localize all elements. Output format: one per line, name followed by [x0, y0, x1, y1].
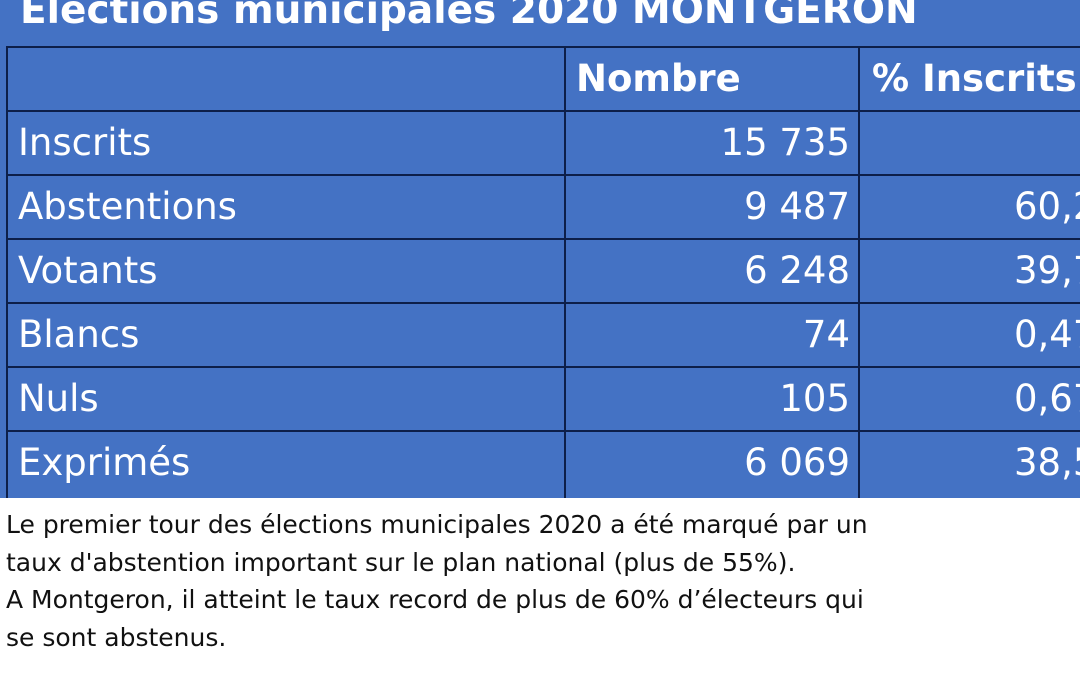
header-label-cell	[6, 48, 566, 110]
table-row: Inscrits 15 735	[6, 112, 1080, 176]
row-label: Inscrits	[6, 112, 566, 174]
caption-line: se sont abstenus.	[6, 622, 227, 652]
table-header-row: Nombre % Inscrits	[6, 48, 1080, 112]
row-pct: 0,47	[1014, 313, 1080, 356]
row-nombre: 105	[566, 368, 860, 430]
table-row: Exprimés 6 069 38,57	[6, 432, 1080, 498]
table-row: Blancs 74 0,47	[6, 304, 1080, 368]
row-pct: 0,67	[1014, 377, 1080, 420]
row-nombre: 6 069	[566, 432, 860, 498]
table-row: Abstentions 9 487 60,29	[6, 176, 1080, 240]
header-pct-inscrits: % Inscrits	[872, 57, 1077, 100]
row-label: Exprimés	[6, 432, 566, 498]
row-label: Blancs	[6, 304, 566, 366]
row-nombre: 6 248	[566, 240, 860, 302]
row-pct	[860, 112, 1080, 174]
row-nombre: 15 735	[566, 112, 860, 174]
table-row: Votants 6 248 39,71	[6, 240, 1080, 304]
row-label: Abstentions	[6, 176, 566, 238]
row-label: Nuls	[6, 368, 566, 430]
table-row: Nuls 105 0,67	[6, 368, 1080, 432]
row-label: Votants	[6, 240, 566, 302]
table-title-row: Elections municipales 2020 MONTGERON	[6, 0, 1080, 48]
row-nombre: 74	[566, 304, 860, 366]
row-pct: 39,71	[1014, 249, 1080, 292]
table-title: Elections municipales 2020 MONTGERON	[20, 0, 918, 33]
caption-line: A Montgeron, il atteint le taux record d…	[6, 585, 864, 614]
row-pct: 60,29	[1014, 185, 1080, 228]
caption-line: taux d'abstention important sur le plan …	[6, 547, 796, 577]
row-pct: 38,57	[1014, 441, 1080, 484]
results-table: Elections municipales 2020 MONTGERON Nom…	[0, 0, 1080, 498]
caption-line: Le premier tour des élections municipale…	[6, 510, 868, 539]
caption-paragraph: Le premier tour des élections municipale…	[6, 506, 1076, 656]
header-nombre: Nombre	[566, 48, 860, 110]
row-nombre: 9 487	[566, 176, 860, 238]
